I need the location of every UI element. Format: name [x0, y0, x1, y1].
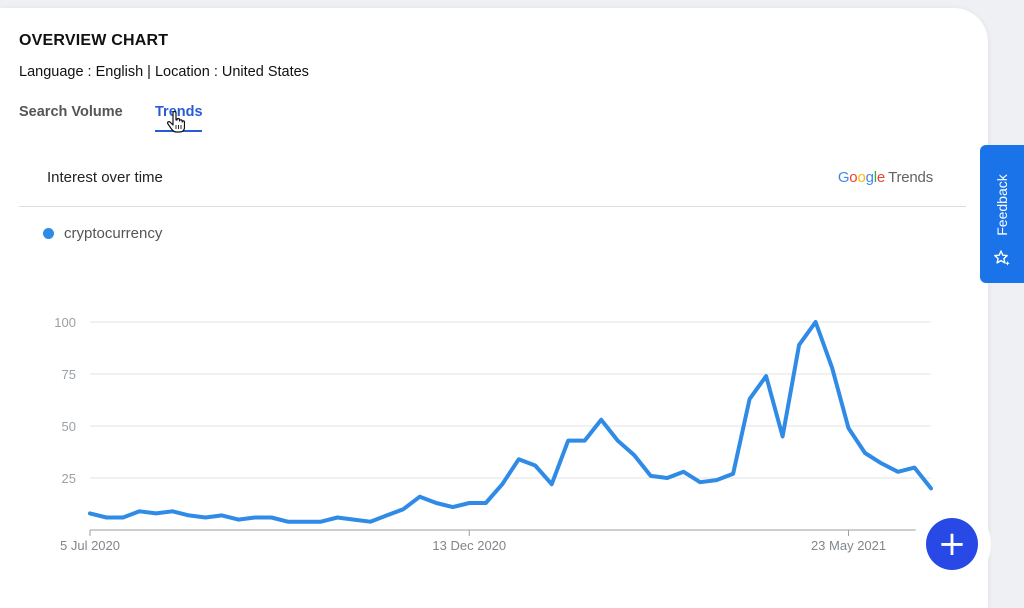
data-point — [599, 418, 603, 422]
data-point — [352, 518, 356, 522]
data-point — [500, 482, 504, 486]
data-point — [863, 451, 867, 455]
y-tick-label: 25 — [62, 471, 76, 486]
feedback-label: Feedback — [994, 174, 1010, 235]
data-point — [913, 466, 917, 470]
data-point — [203, 516, 207, 520]
data-point — [896, 470, 900, 474]
data-point — [137, 509, 141, 513]
data-point — [715, 478, 719, 482]
data-point — [731, 472, 735, 476]
data-point — [88, 511, 92, 515]
data-point — [385, 513, 389, 517]
data-point — [583, 439, 587, 443]
data-point — [698, 480, 702, 484]
data-point — [797, 343, 801, 347]
data-point — [880, 461, 884, 465]
y-tick-label: 100 — [54, 315, 76, 330]
data-point — [401, 507, 405, 511]
x-tick-label: 13 Dec 2020 — [432, 538, 506, 553]
data-point — [121, 516, 125, 520]
data-point — [269, 516, 273, 520]
data-point — [451, 505, 455, 509]
data-point — [368, 520, 372, 524]
data-point — [170, 509, 174, 513]
data-point — [418, 495, 422, 499]
data-point — [632, 453, 636, 457]
data-point — [253, 516, 257, 520]
plus-icon: + — [938, 527, 967, 561]
data-point — [220, 513, 224, 517]
data-point — [104, 516, 108, 520]
data-point — [533, 464, 537, 468]
data-point — [484, 501, 488, 505]
data-point — [566, 439, 570, 443]
data-point — [302, 520, 306, 524]
data-point — [682, 470, 686, 474]
series-line-cryptocurrency — [90, 322, 931, 522]
data-point — [665, 476, 669, 480]
data-point — [550, 482, 554, 486]
data-point — [814, 320, 818, 324]
data-point — [748, 397, 752, 401]
data-point — [616, 439, 620, 443]
data-point — [517, 457, 521, 461]
data-point — [764, 374, 768, 378]
data-point — [467, 501, 471, 505]
data-point — [335, 516, 339, 520]
x-tick-label: 5 Jul 2020 — [60, 538, 120, 553]
data-point — [434, 501, 438, 505]
feedback-star-icon — [993, 249, 1011, 267]
data-point — [319, 520, 323, 524]
data-point — [847, 426, 851, 430]
data-point — [286, 520, 290, 524]
feedback-button[interactable]: Feedback — [980, 145, 1024, 283]
data-point — [236, 518, 240, 522]
data-point — [154, 511, 158, 515]
data-point — [187, 513, 191, 517]
add-button[interactable]: + — [926, 518, 978, 570]
interest-line-chart: 25 50 75 100 5 Jul 2020 13 Dec 2020 23 May 202… — [0, 0, 1024, 586]
data-point — [781, 434, 785, 438]
y-tick-label: 75 — [62, 367, 76, 382]
data-point — [929, 486, 933, 490]
data-point — [649, 474, 653, 478]
data-point — [830, 366, 834, 370]
y-tick-label: 50 — [62, 419, 76, 434]
x-tick-label: 23 May 2021 — [811, 538, 886, 553]
